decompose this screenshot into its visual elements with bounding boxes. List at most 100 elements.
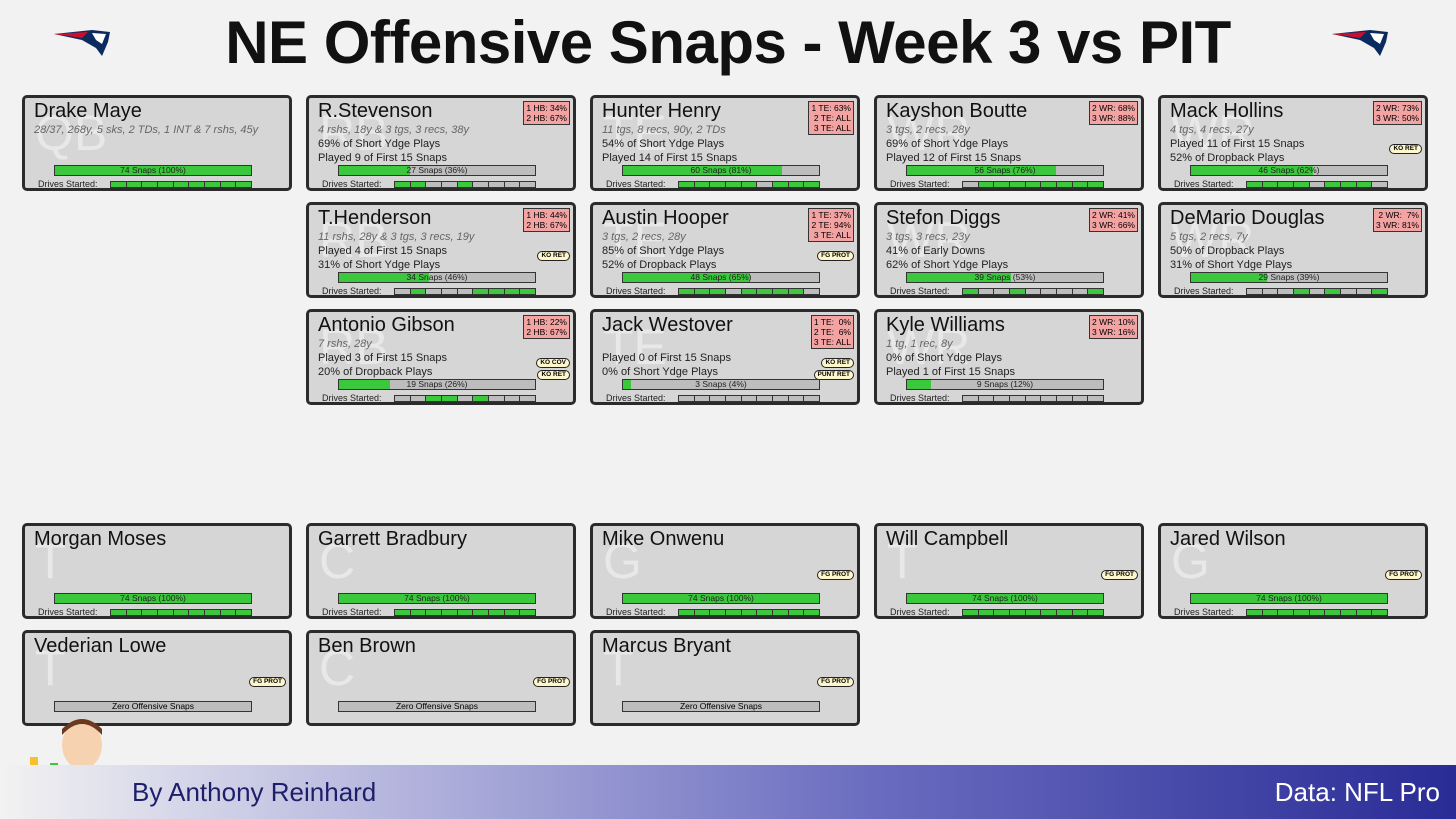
drive-cell (1372, 289, 1388, 294)
snap-share-bar: 29 Snaps (39%) (1190, 272, 1388, 283)
snap-count-label: 29 Snaps (39%) (1258, 272, 1320, 282)
stat-line: 7 rshs, 28y (318, 338, 372, 350)
snap-share-fill (623, 380, 631, 389)
drives-started-label: Drives Started: (606, 179, 666, 189)
drive-cell (158, 182, 174, 187)
drive-cell (963, 396, 979, 401)
drive-cell (189, 610, 206, 615)
special-teams-tag: FG PROT (817, 251, 854, 261)
drives-started-label: Drives Started: (322, 286, 382, 296)
drive-cell (679, 182, 695, 187)
snap-count-label: 74 Snaps (100%) (120, 593, 186, 603)
page-title: NE Offensive Snaps - Week 3 vs PIT (225, 9, 1231, 76)
player-name: DeMario Douglas (1170, 207, 1325, 229)
special-teams-tags: FG PROT (533, 677, 570, 687)
special-teams-tags: KO RET (537, 251, 570, 261)
player-card: G Jared Wilson FG PROT 74 Snaps (100%) Drive… (1158, 523, 1428, 619)
drive-cell (1041, 289, 1058, 294)
drive-cell (457, 396, 474, 401)
snap-count-label: 39 Snaps (53%) (974, 272, 1036, 282)
snap-share-bar: 60 Snaps (81%) (622, 165, 820, 176)
drive-cell (994, 396, 1011, 401)
player-name: Morgan Moses (34, 528, 167, 550)
note-line-1: Played 4 of First 15 Snaps (318, 245, 448, 257)
drives-started-strip (394, 609, 536, 616)
snap-share-bar: 39 Snaps (53%) (906, 272, 1104, 283)
drive-cell (205, 610, 221, 615)
depth-chart-badge: 2 WR: 10% 3 WR: 16% (1089, 315, 1138, 339)
drive-cell (442, 289, 458, 294)
drive-cell (457, 610, 474, 615)
footer-banner: By Anthony Reinhard Data: NFL Pro (0, 765, 1456, 819)
note-line-2: Played 1 of First 15 Snaps (886, 366, 1016, 378)
drive-cell (1278, 289, 1295, 294)
drive-cell (426, 610, 443, 615)
drives-started-label: Drives Started: (1174, 179, 1234, 189)
drive-cell (994, 610, 1011, 615)
drive-cell (1294, 289, 1310, 294)
drives-started-strip (962, 395, 1104, 402)
drives-started-strip (962, 609, 1104, 616)
player-name: Kyle Williams (886, 314, 1005, 336)
drives-started-strip (678, 609, 820, 616)
snap-count-label: 56 Snaps (76%) (974, 165, 1036, 175)
drive-cell (1057, 182, 1073, 187)
drive-cell (520, 396, 536, 401)
drive-cell (1341, 610, 1357, 615)
drive-cell (142, 610, 159, 615)
drive-cell (1247, 182, 1263, 187)
drive-cell (473, 610, 490, 615)
drive-cell (757, 610, 774, 615)
drives-started-label: Drives Started: (1174, 607, 1234, 617)
drive-cell (236, 182, 252, 187)
snap-share-bar: 74 Snaps (100%) (906, 593, 1104, 604)
drive-cell (1057, 396, 1073, 401)
drives-started-strip (1246, 288, 1388, 295)
drives-started-label: Drives Started: (322, 393, 382, 403)
drive-cell (410, 396, 427, 401)
player-card: QB Drake Maye 28/37, 268y, 5 sks, 2 TDs, 1… (22, 95, 292, 191)
special-teams-tag: FG PROT (1385, 570, 1422, 580)
snap-count-label: 19 Snaps (26%) (406, 379, 468, 389)
patriots-logo-icon (54, 30, 110, 56)
drive-cell (726, 182, 742, 187)
note-line-2: Played 14 of First 15 Snaps (602, 152, 738, 164)
drive-cell (520, 610, 536, 615)
drive-cell (1010, 396, 1026, 401)
drive-cell (788, 182, 805, 187)
drives-started-strip (678, 288, 820, 295)
depth-chart-badge: 1 HB: 44% 2 HB: 67% (523, 208, 570, 232)
drive-cell (773, 610, 789, 615)
snap-share-fill (1191, 594, 1387, 603)
player-name: Ben Brown (318, 635, 416, 657)
drive-cell (173, 610, 190, 615)
note-line-1: 85% of Short Ydge Plays (602, 245, 725, 257)
player-name: Garrett Bradbury (318, 528, 467, 550)
note-line-1: 50% of Dropback Plays (1170, 245, 1285, 257)
special-teams-tag: KO RET (821, 358, 854, 368)
drive-cell (1262, 182, 1279, 187)
drive-cell (757, 182, 774, 187)
note-line-2: 31% of Short Ydge Plays (1170, 259, 1293, 271)
drive-cell (1325, 610, 1342, 615)
depth-chart-badge: 2 WR: 7% 3 WR: 81% (1373, 208, 1422, 232)
snap-share-fill (907, 594, 1103, 603)
drive-cell (1262, 610, 1279, 615)
drive-cell (679, 396, 695, 401)
drive-cell (426, 396, 443, 401)
drives-started-label: Drives Started: (606, 607, 666, 617)
drives-started-strip (110, 181, 252, 188)
player-card: WR Mack Hollins 4 tgs, 4 recs, 27y Played 1… (1158, 95, 1428, 191)
drive-cell (1309, 289, 1326, 294)
drive-cell (457, 289, 474, 294)
drive-cell (442, 396, 458, 401)
player-name: Jared Wilson (1170, 528, 1286, 550)
player-card: WR DeMario Douglas 5 tgs, 2 recs, 7y 50% of… (1158, 202, 1428, 298)
drive-cell (1294, 182, 1310, 187)
player-name: Vederian Lowe (34, 635, 167, 657)
stat-line: 3 tgs, 2 recs, 28y (602, 231, 686, 243)
drives-started-strip (678, 395, 820, 402)
snap-share-fill (623, 166, 782, 175)
player-name: Drake Maye (34, 100, 142, 122)
drives-started-label: Drives Started: (890, 286, 950, 296)
